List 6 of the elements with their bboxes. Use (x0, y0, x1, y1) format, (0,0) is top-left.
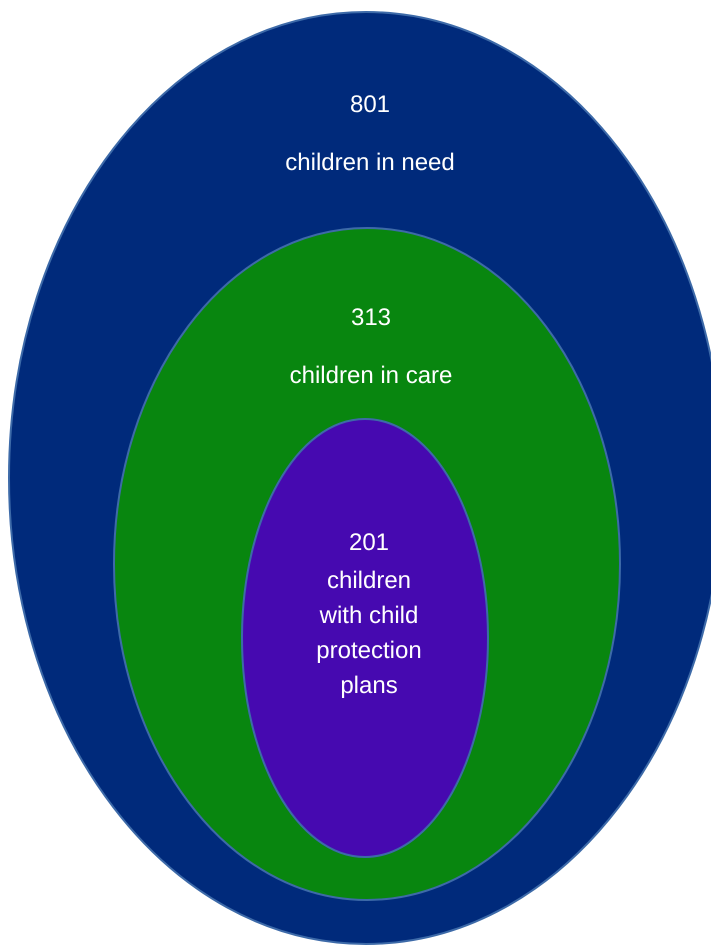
data-label: 201 (348, 529, 390, 556)
category-label: children in care (290, 362, 452, 389)
category-label: children with child protection plans (316, 567, 422, 699)
data-label: 801 (350, 91, 390, 118)
data-label: 313 (350, 304, 392, 331)
category-label: children in need (285, 149, 455, 176)
